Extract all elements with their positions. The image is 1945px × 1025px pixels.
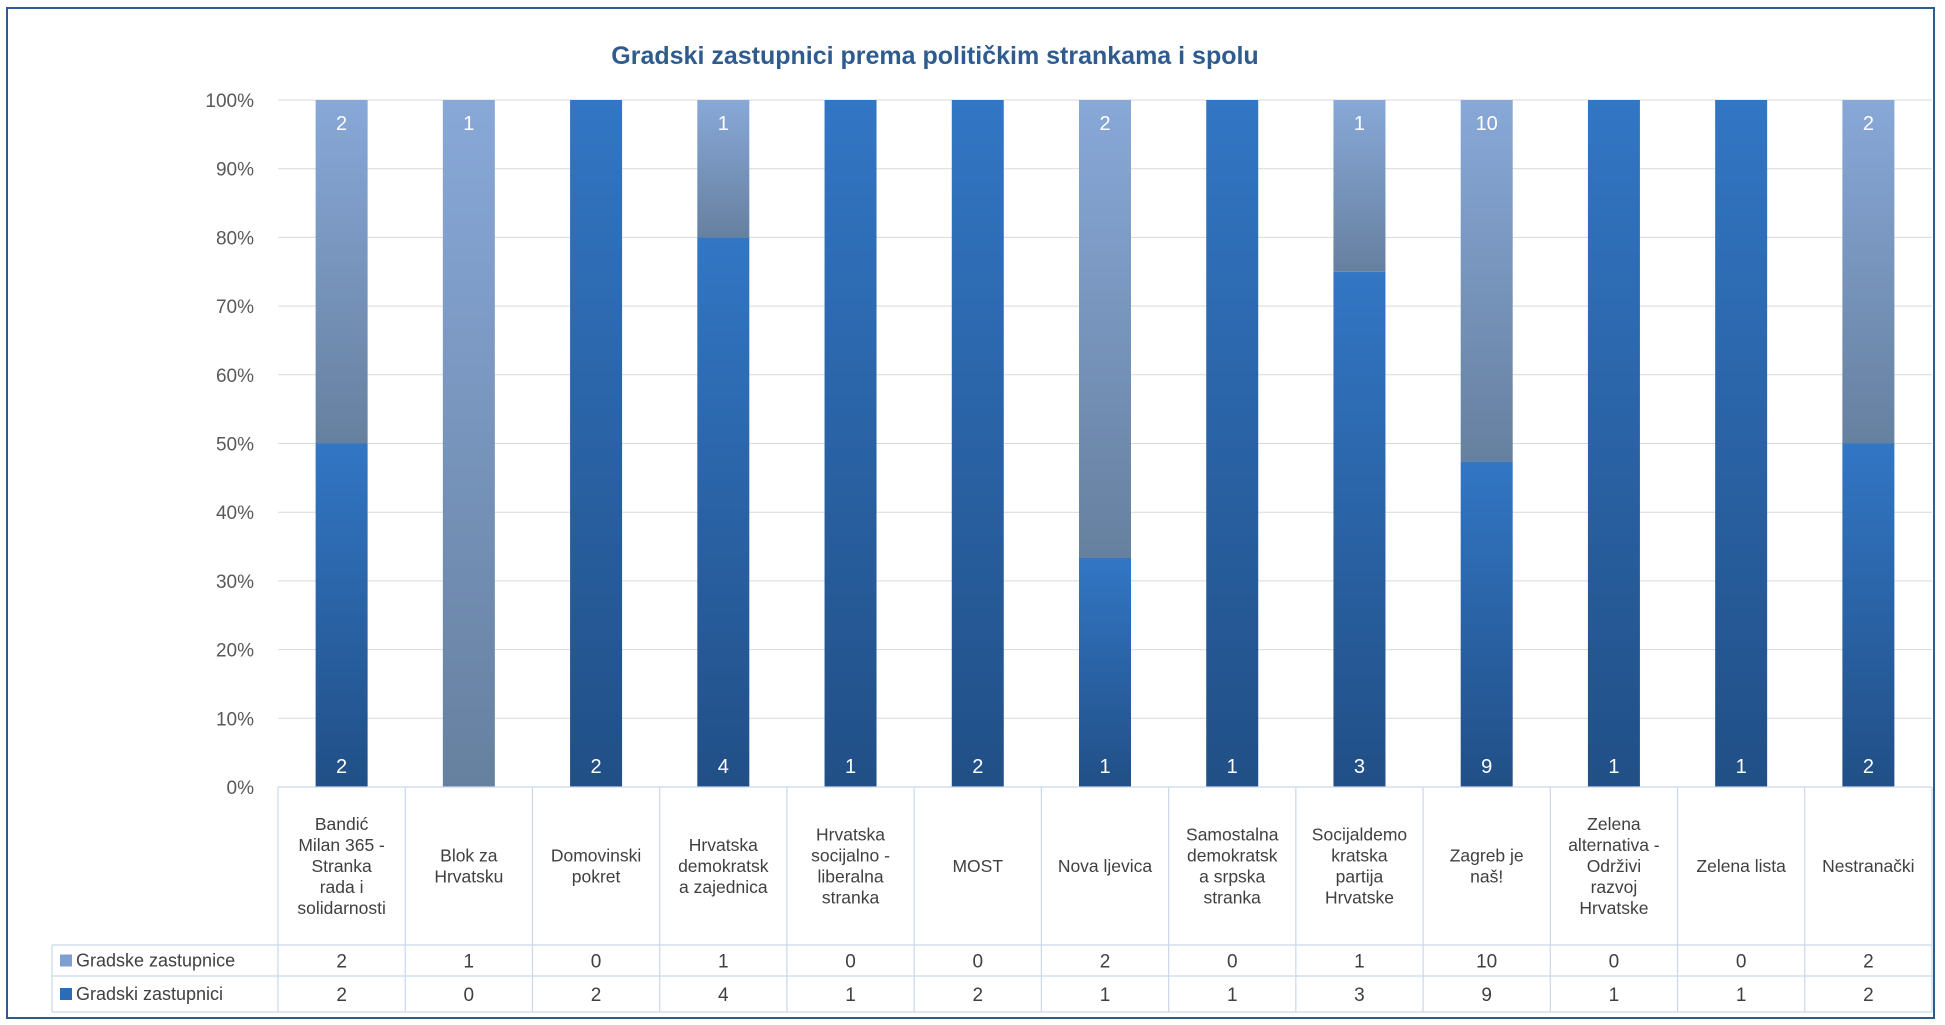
table-value: 1 — [1100, 985, 1111, 1006]
table-value: 2 — [591, 985, 602, 1006]
data-label-gradski-zastupnici: 1 — [1608, 756, 1619, 778]
legend-key-gradske-zastupnice — [60, 954, 72, 967]
y-tick-label: 100% — [205, 91, 254, 112]
y-tick-label: 0% — [227, 778, 255, 799]
data-label-gradske-zastupnice: 1 — [718, 113, 729, 135]
chart-title: Gradski zastupnici prema političkim stra… — [611, 42, 1258, 70]
category-label: Socijaldemo kratska partija Hrvatske — [1312, 825, 1407, 908]
category-label: Zagreb je naš! — [1450, 846, 1524, 887]
data-label-gradski-zastupnici: 1 — [1099, 756, 1110, 778]
table-value: 1 — [1227, 985, 1238, 1006]
table-value: 10 — [1476, 952, 1497, 973]
data-label-gradski-zastupnici: 1 — [1736, 756, 1747, 778]
bar-gradske-zastupnice — [315, 100, 368, 444]
data-label-gradske-zastupnice: 2 — [336, 113, 347, 135]
category-label: Hrvatska socijalno -liberalna stranka — [811, 825, 890, 908]
data-label-gradski-zastupnici: 9 — [1481, 756, 1492, 778]
table-value: 2 — [972, 985, 983, 1006]
data-label-gradske-zastupnice: 1 — [1354, 113, 1365, 135]
table-value: 0 — [1227, 952, 1238, 973]
bar-gradski-zastupnici — [570, 100, 623, 787]
table-value: 4 — [718, 985, 729, 1006]
bar-gradski-zastupnici — [1715, 100, 1768, 787]
category-label: Hrvatska demokratsk a zajednica — [678, 835, 769, 897]
data-label-gradski-zastupnici: 4 — [718, 756, 729, 778]
category-label: Bandić Milan 365 -Stranka rada i solidarnos… — [297, 814, 386, 918]
category-label: Nova ljevica — [1058, 856, 1153, 876]
category-label: Samostalna demokratsk a srpska stranka — [1186, 825, 1279, 908]
category-label: Zelena alternativa -Održivi razvoj Hrvatske — [1568, 814, 1660, 918]
table-value: 9 — [1481, 985, 1492, 1006]
bar-gradske-zastupnice — [697, 100, 750, 238]
table-value: 2 — [1100, 952, 1111, 973]
table-value: 1 — [718, 952, 729, 973]
data-label-gradski-zastupnici: 2 — [591, 756, 602, 778]
data-label-gradske-zastupnice: 1 — [463, 113, 474, 135]
table-value: 3 — [1354, 985, 1365, 1006]
data-label-gradski-zastupnici: 1 — [845, 756, 856, 778]
category-label: Domovinski pokret — [551, 846, 641, 887]
data-label-gradske-zastupnice: 10 — [1476, 113, 1498, 135]
table-value: 2 — [336, 952, 347, 973]
legend-label: Gradski zastupnici — [76, 984, 223, 1004]
table-value: 1 — [464, 952, 475, 973]
data-label-gradski-zastupnici: 1 — [1227, 756, 1238, 778]
y-tick-label: 70% — [216, 297, 254, 318]
data-label-gradski-zastupnici: 2 — [972, 756, 983, 778]
y-tick-label: 20% — [216, 641, 254, 662]
table-value: 0 — [845, 952, 856, 973]
y-tick-label: 40% — [216, 503, 254, 524]
legend-label: Gradske zastupnice — [76, 951, 235, 971]
data-label-gradske-zastupnice: 2 — [1099, 113, 1110, 135]
y-tick-label: 90% — [216, 160, 254, 181]
bar-gradski-zastupnici — [1079, 558, 1131, 787]
table-value: 0 — [1609, 952, 1620, 973]
y-tick-label: 10% — [216, 709, 254, 730]
y-tick-label: 60% — [216, 366, 254, 387]
table-value: 1 — [845, 985, 856, 1006]
bar-gradski-zastupnici — [1587, 100, 1640, 787]
bar-gradske-zastupnice — [1460, 100, 1513, 462]
data-label-gradski-zastupnici: 3 — [1354, 756, 1365, 778]
bar-gradski-zastupnici — [824, 100, 877, 787]
table-value: 0 — [464, 985, 475, 1006]
data-label-gradski-zastupnici: 2 — [336, 756, 347, 778]
table-value: 1 — [1354, 952, 1365, 973]
bar-gradski-zastupnici — [951, 100, 1004, 787]
bar-gradske-zastupnice — [1079, 100, 1131, 558]
bar-gradski-zastupnici — [1842, 443, 1895, 787]
category-label: MOST — [952, 856, 1003, 876]
category-label: Nestranački — [1822, 856, 1914, 876]
table-value: 2 — [1863, 985, 1874, 1006]
table-value: 1 — [1736, 985, 1747, 1006]
y-tick-label: 30% — [216, 572, 254, 593]
bar-gradske-zastupnice — [442, 100, 495, 787]
data-label-gradski-zastupnici: 2 — [1863, 756, 1874, 778]
bar-gradski-zastupnici — [1333, 271, 1386, 787]
y-tick-label: 80% — [216, 228, 254, 249]
bar-gradske-zastupnice — [1842, 100, 1895, 444]
y-tick-label: 50% — [216, 435, 254, 456]
bar-gradske-zastupnice — [1333, 100, 1386, 272]
table-value: 2 — [1863, 952, 1874, 973]
category-label: Zelena lista — [1696, 856, 1786, 876]
table-value: 1 — [1609, 985, 1620, 1006]
category-label: Blok za Hrvatsku — [434, 846, 503, 887]
legend-key-gradski-zastupnici — [60, 988, 72, 1000]
bar-gradski-zastupnici — [315, 443, 368, 787]
table-value: 0 — [591, 952, 602, 973]
table-value: 2 — [336, 985, 347, 1006]
table-value: 0 — [972, 952, 983, 973]
bar-gradski-zastupnici — [1206, 100, 1259, 787]
table-value: 0 — [1736, 952, 1747, 973]
bar-gradski-zastupnici — [1460, 461, 1513, 787]
bar-gradski-zastupnici — [697, 237, 750, 787]
data-label-gradske-zastupnice: 2 — [1863, 113, 1874, 135]
